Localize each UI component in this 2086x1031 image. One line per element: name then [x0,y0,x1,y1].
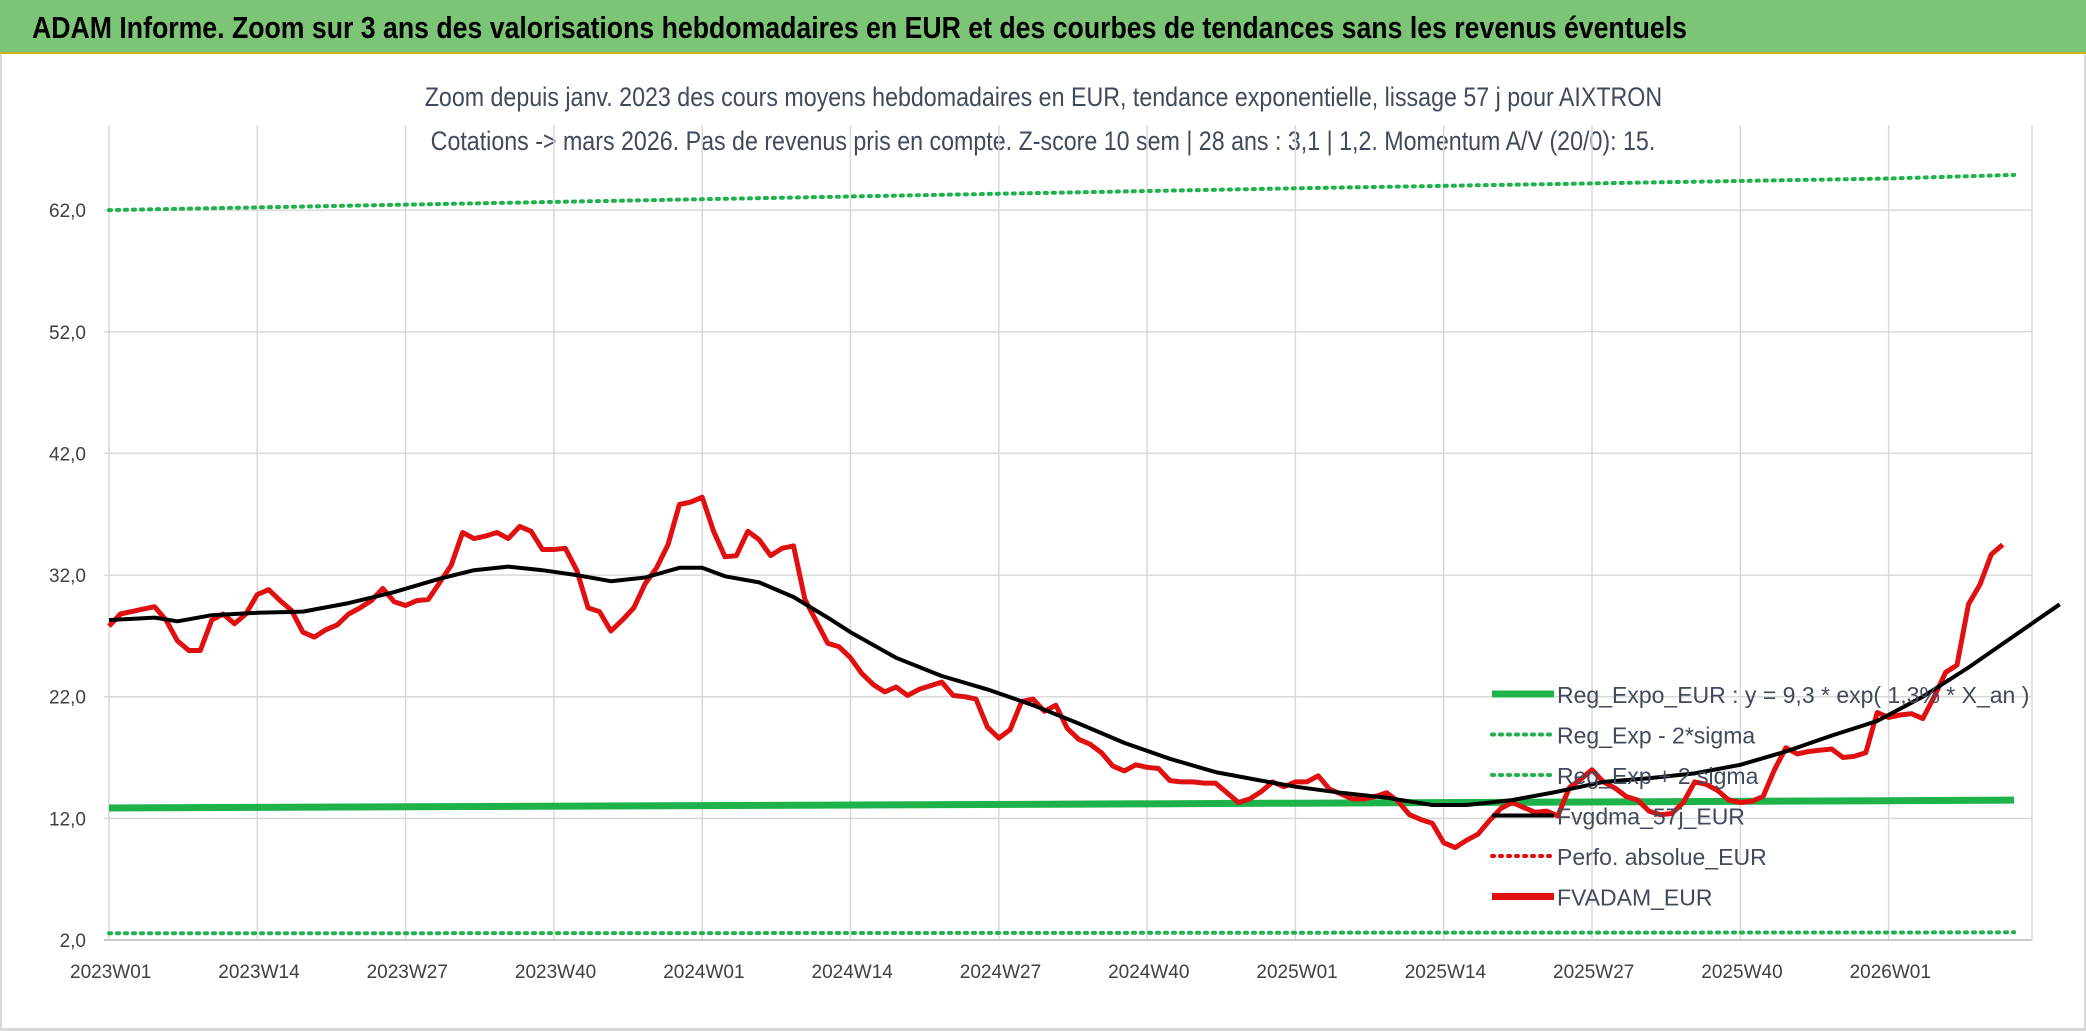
x-tick-label: 2024W01 [663,962,744,983]
x-tick-label: 2023W40 [515,962,596,983]
x-tick-label: 2025W40 [1701,962,1782,983]
x-tick-label: 2023W01 [70,962,151,983]
y-tick-label: 62,0 [49,201,86,222]
series-line-fvadam_eur [107,494,2005,851]
legend-label: Reg_Expo_EUR : y = 9,3 * exp( 1,3% * X_a… [1557,682,2029,708]
y-tick-label: 12,0 [49,809,86,830]
page-title: ADAM Informe. Zoom sur 3 ans des valoris… [32,10,1687,45]
chart-frame [0,54,2086,1031]
series-line-reg_exp [107,930,2017,936]
y-tick-label: 22,0 [49,688,86,709]
legend-label: Fvgdma_57j_EUR [1557,804,1745,830]
x-tick-label: 2025W27 [1553,962,1634,983]
legend-label: Reg_Exp + 2 sigma [1557,763,1759,789]
x-tick-label: 2025W01 [1256,962,1337,983]
chart-subtitle: Cotations -> mars 2026. Pas de revenus p… [0,126,2086,157]
y-tick-label: 32,0 [49,566,86,587]
y-tick-label: 2,0 [60,931,86,952]
gridlines [104,125,2033,941]
legend-label: Reg_Exp - 2*sigma [1557,723,1755,749]
chart-title-text: Zoom depuis janv. 2023 des cours moyens … [424,82,1662,112]
series-line-reg_expo_eur [108,796,2015,812]
y-tick-label: 52,0 [49,323,86,344]
x-tick-label: 2025W14 [1405,962,1487,983]
legend-label: FVADAM_EUR [1557,885,1713,911]
x-tick-label: 2024W40 [1108,962,1189,983]
x-tick-label: 2023W14 [218,962,300,983]
x-tick-label: 2023W27 [367,962,448,983]
x-tick-label: 2026W01 [1850,962,1931,983]
x-tick-label: 2024W27 [960,962,1041,983]
chart-title: Zoom depuis janv. 2023 des cours moyens … [0,82,2086,113]
header-banner: ADAM Informe. Zoom sur 3 ans des valoris… [0,0,2086,54]
series-line-fvgdma_57j_eur [108,564,2061,807]
legend-label: Perfo. absolue_EUR [1557,844,1767,870]
chart-subtitle-text: Cotations -> mars 2026. Pas de revenus p… [430,126,1656,156]
y-tick-label: 42,0 [49,444,86,465]
series-line-reg_exp [107,172,2017,213]
x-tick-label: 2024W14 [812,962,894,983]
